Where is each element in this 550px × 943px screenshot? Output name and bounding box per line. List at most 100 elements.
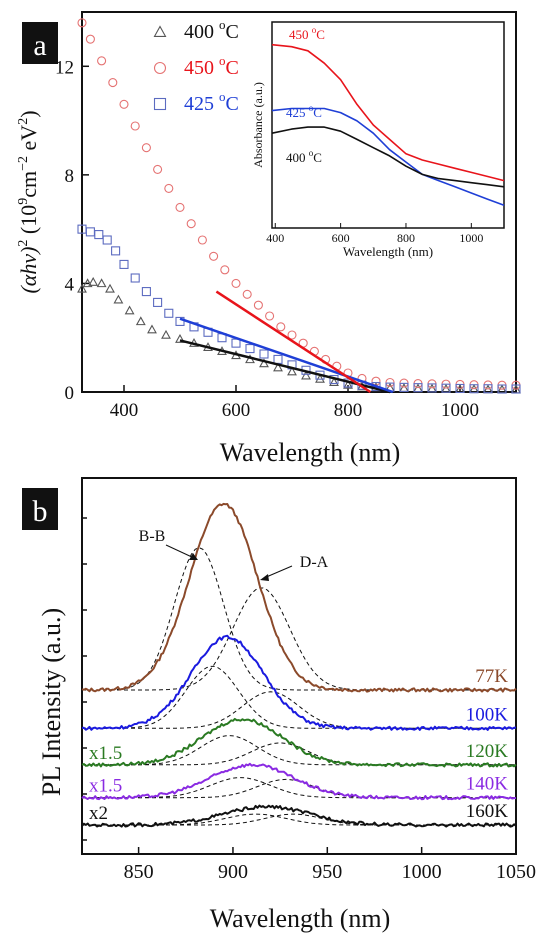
panel-b-label: b (33, 495, 48, 528)
inset-x-tick-label: 400 (266, 231, 284, 245)
panel-a-ylabel-part: (10 (16, 205, 41, 240)
inset-xlabel: Wavelength (nm) (343, 244, 433, 259)
data-point-square (85, 227, 95, 237)
data-point-square (441, 383, 451, 393)
annotation-d-a-label: D-A (300, 554, 329, 571)
legend-marker (153, 25, 167, 37)
legend-marker (153, 97, 167, 111)
data-point-square (497, 384, 507, 394)
panel-b-deconvolution-curves (82, 547, 516, 826)
data-point-circle (141, 143, 151, 153)
panel-b-spectra (81, 502, 517, 828)
data-point-circle (242, 289, 252, 299)
panel-a-xlabel: Wavelength (nm) (220, 438, 401, 467)
data-point-triangle (273, 362, 283, 372)
inset-x-tick-label: 800 (397, 231, 415, 245)
panel-a-ylabel-part: (αhν) (16, 247, 41, 294)
data-point-square (399, 382, 409, 392)
panel-a-inset: 400 600 800 1000 450 oC 425 oC 400 oC Waveleng… (251, 21, 505, 259)
data-point-triangle (124, 305, 135, 315)
x-tick-label: 950 (312, 861, 342, 883)
pl-spectrum (81, 804, 517, 828)
data-point-circle (119, 99, 129, 109)
legend-marker (153, 61, 167, 75)
panel-a-plot-frame (81, 11, 517, 393)
data-point-circle (186, 219, 196, 229)
data-point-square (141, 287, 151, 297)
panel-b-xlabel: Wavelength (nm) (210, 904, 391, 933)
x-tick-label: 1000 (441, 400, 479, 421)
data-point-triangle (96, 278, 107, 288)
annotation-d-a-arrowhead (260, 574, 269, 581)
data-point-circle (385, 377, 395, 388)
pl-spectrum (81, 762, 517, 801)
data-point-circle (164, 183, 174, 193)
data-point-square (119, 259, 129, 269)
y-tick-label: 8 (65, 166, 75, 187)
data-point-triangle (147, 324, 157, 334)
panel-a-data-markers (77, 18, 521, 394)
fit-line (215, 290, 372, 394)
data-point-square (94, 230, 104, 240)
annotation-d-a-arrow (263, 565, 293, 579)
series-scale-label: x1.5 (89, 743, 122, 764)
data-point-square (511, 384, 521, 394)
data-point-circle (253, 300, 263, 310)
inset-line-label: 400 oC (286, 148, 322, 165)
data-point-triangle (301, 370, 311, 380)
data-point-circle (175, 202, 185, 212)
panel-a-ylabel-part: ) (16, 110, 41, 117)
annotation-d-a: D-A (260, 554, 329, 581)
data-point-triangle (175, 333, 185, 343)
deconvolution-curve (82, 547, 516, 691)
data-point-circle (153, 164, 163, 174)
series-temperature-label: 160K (466, 801, 509, 822)
data-point-triangle (287, 366, 297, 376)
data-point-circle (287, 330, 297, 340)
data-point-triangle (329, 377, 339, 386)
x-tick-label: 900 (218, 861, 248, 883)
data-point-triangle (113, 294, 124, 304)
data-point-square (427, 383, 437, 393)
data-point-circle (220, 265, 230, 275)
data-point-triangle (315, 373, 325, 383)
panel-b: b PL Intensity (a.u.) Wavelength (nm) 85… (22, 477, 536, 933)
panel-a-legend: 400 oC 450 oC 425 oC (153, 17, 239, 115)
annotation-b-b-arrow (165, 544, 195, 559)
data-point-circle (209, 251, 219, 261)
y-tick-label: 4 (65, 274, 75, 295)
pl-spectrum (81, 717, 517, 768)
x-tick-label: 1050 (496, 861, 536, 883)
inset-content: 400 600 800 1000 450 oC 425 oC 400 oC (266, 25, 505, 245)
panel-a-ylabel-part: eV (16, 125, 41, 156)
data-point-square (455, 383, 465, 394)
panel-b-axis-ticks: 850 900 950 1000 1050 (82, 517, 536, 883)
data-point-circle (130, 121, 140, 131)
data-point-square (164, 308, 174, 318)
inset-line (271, 126, 505, 188)
data-point-triangle (82, 278, 93, 288)
inset-line (271, 43, 505, 182)
panel-a-axis-ticks: 400 600 800 1000 0 4 8 12 (55, 57, 479, 421)
deconvolution-curve (82, 735, 516, 766)
inset-line (271, 107, 505, 207)
deconvolution-curve (82, 813, 516, 826)
panel-b-plot-frame (81, 477, 517, 855)
data-point-triangle (105, 283, 115, 293)
inset-frame (271, 21, 505, 229)
panel-a-ylabel-part: 2 (16, 240, 31, 247)
panel-a: a (αhν)2 (109cm−2 eV2) Wavelength (nm) 4… (16, 11, 521, 467)
data-point-triangle (161, 329, 171, 339)
panel-b-label-box (22, 488, 58, 530)
data-point-square (483, 384, 493, 394)
legend-label: 450 oC (184, 53, 239, 79)
panel-a-label-box (22, 22, 58, 64)
annotation-b-b-label: B-B (139, 528, 166, 545)
x-tick-label: 800 (334, 400, 363, 421)
data-point-circle (77, 18, 87, 28)
inset-x-tick-label: 600 (332, 231, 350, 245)
deconvolution-curve (82, 665, 516, 729)
data-point-circle (97, 56, 107, 66)
fit-line (179, 317, 394, 394)
series-temperature-label: 100K (466, 704, 509, 725)
